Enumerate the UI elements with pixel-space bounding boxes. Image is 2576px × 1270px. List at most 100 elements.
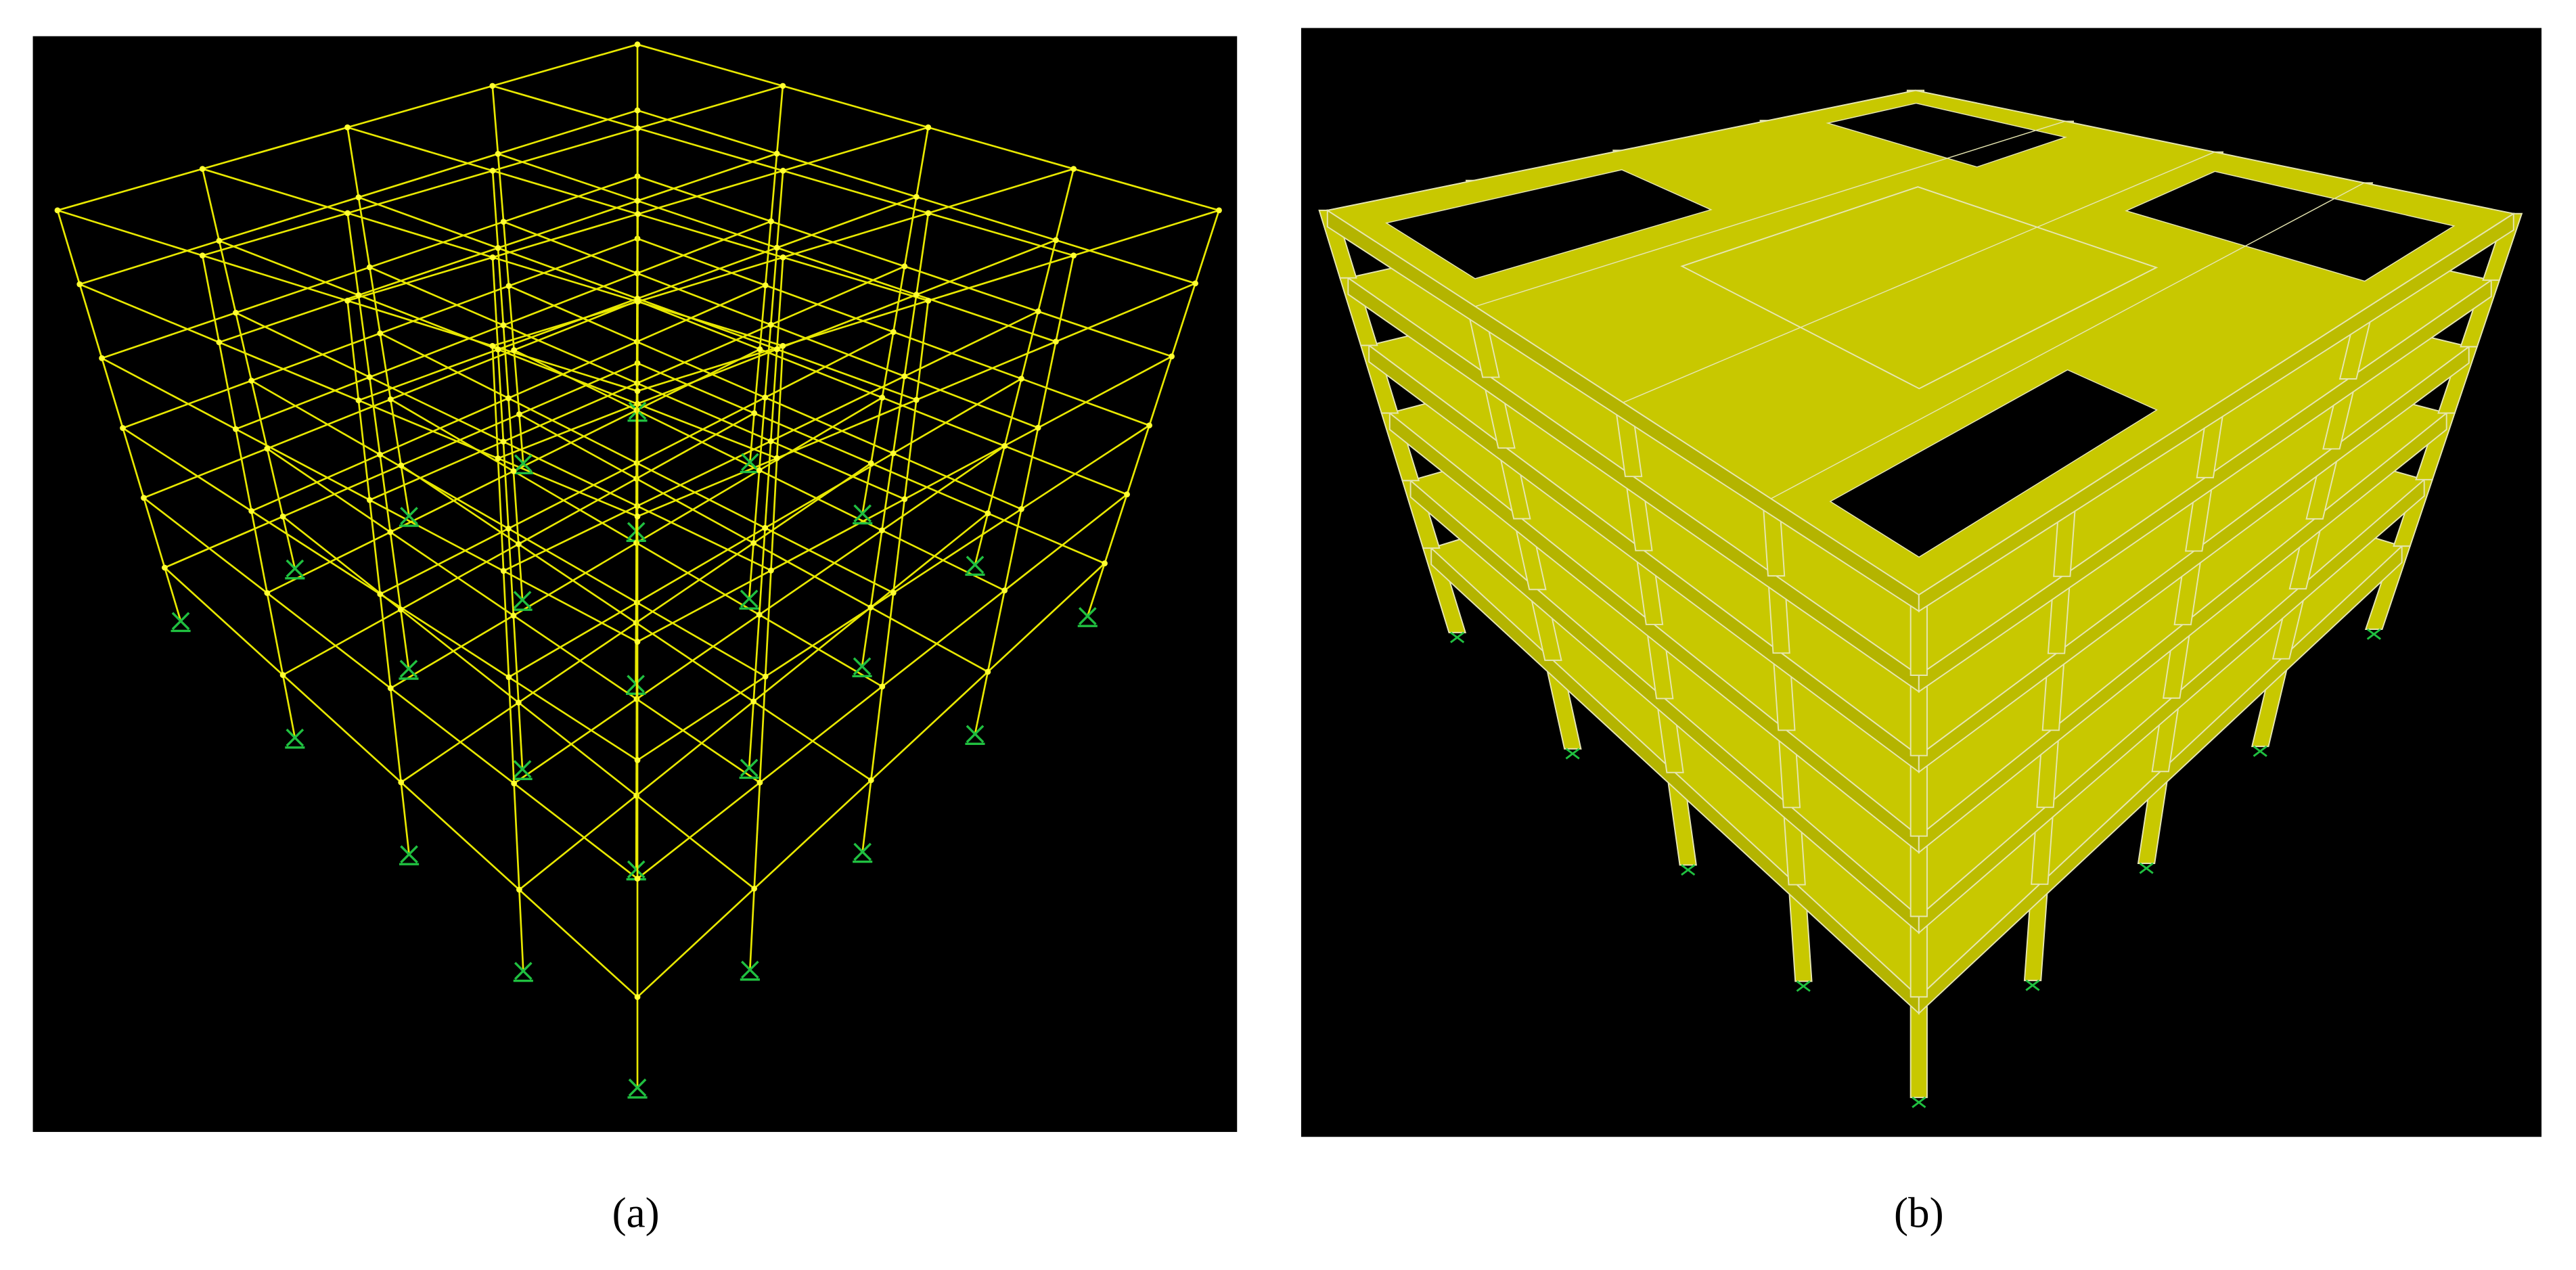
support — [2366, 628, 2381, 640]
joint — [495, 455, 501, 461]
joint — [516, 886, 522, 893]
joint — [515, 699, 522, 706]
joint — [762, 282, 769, 289]
joint — [1035, 308, 1041, 315]
support — [285, 728, 305, 749]
joint — [500, 438, 507, 445]
joint — [773, 244, 780, 251]
solid-model — [1318, 89, 2523, 1108]
joint — [1001, 587, 1008, 594]
support — [1449, 631, 1465, 643]
beam-edge — [1918, 213, 2514, 595]
joint — [913, 292, 920, 298]
joint — [366, 374, 373, 380]
joint — [233, 309, 239, 316]
joint — [76, 281, 83, 288]
joint — [54, 207, 61, 214]
joint — [355, 397, 362, 404]
joint — [890, 589, 897, 596]
joint — [1070, 252, 1077, 259]
joint — [925, 210, 932, 217]
joint — [773, 455, 780, 461]
joint — [489, 167, 496, 174]
joint — [1018, 506, 1024, 512]
joint — [925, 298, 932, 304]
joint — [762, 673, 769, 680]
joint — [344, 124, 351, 131]
support — [1912, 1096, 1926, 1108]
opening — [2125, 171, 2456, 282]
support — [739, 589, 759, 610]
joint — [366, 264, 373, 271]
column — [974, 255, 1075, 735]
joint — [397, 606, 404, 613]
joint — [500, 322, 507, 329]
joint — [233, 426, 239, 432]
joint — [779, 254, 786, 260]
joint — [985, 510, 991, 517]
joint — [495, 245, 501, 251]
joint — [344, 298, 351, 304]
joint — [756, 467, 763, 474]
core — [1680, 186, 2159, 390]
joint — [377, 451, 383, 458]
joint — [913, 396, 920, 403]
joint — [913, 194, 920, 200]
column — [201, 168, 296, 569]
joint — [489, 254, 496, 260]
opening — [1385, 169, 1713, 279]
column — [861, 127, 930, 514]
joint — [635, 125, 641, 132]
column — [1087, 210, 1220, 616]
joint — [377, 330, 384, 336]
beam-edge — [1623, 152, 2215, 403]
joint — [634, 513, 641, 520]
wireframe-model — [54, 41, 1222, 1099]
support — [853, 842, 873, 863]
joint — [985, 668, 991, 675]
opening — [1829, 369, 2158, 558]
joint — [264, 445, 271, 452]
joint — [120, 425, 126, 431]
column — [201, 255, 296, 738]
support — [965, 555, 985, 576]
support — [399, 845, 420, 865]
beam-edge — [1327, 89, 1916, 211]
column — [861, 300, 930, 853]
joint — [199, 252, 206, 259]
joint — [750, 540, 757, 546]
support — [627, 1079, 648, 1099]
joint — [901, 373, 908, 380]
joint — [505, 395, 512, 401]
joint — [1216, 207, 1222, 214]
joint — [355, 194, 362, 200]
joint — [511, 780, 518, 787]
joint — [1053, 338, 1059, 345]
support — [513, 961, 533, 982]
joint — [767, 438, 774, 445]
joint — [344, 210, 351, 217]
joint — [634, 757, 641, 763]
joint — [505, 674, 512, 681]
joint — [515, 541, 522, 547]
joint — [489, 342, 496, 349]
column — [861, 212, 930, 666]
support — [1077, 607, 1098, 627]
joint — [495, 346, 501, 353]
joint — [779, 83, 786, 89]
joint — [1018, 376, 1024, 382]
joint — [1035, 424, 1041, 431]
joint — [867, 460, 874, 467]
joint — [773, 150, 780, 157]
joint — [216, 237, 223, 244]
joint — [767, 321, 774, 328]
joint — [500, 219, 507, 225]
support — [740, 453, 760, 474]
joint — [141, 495, 147, 501]
support — [740, 960, 760, 981]
joint — [505, 525, 512, 532]
joint — [879, 683, 886, 689]
support — [739, 758, 759, 779]
